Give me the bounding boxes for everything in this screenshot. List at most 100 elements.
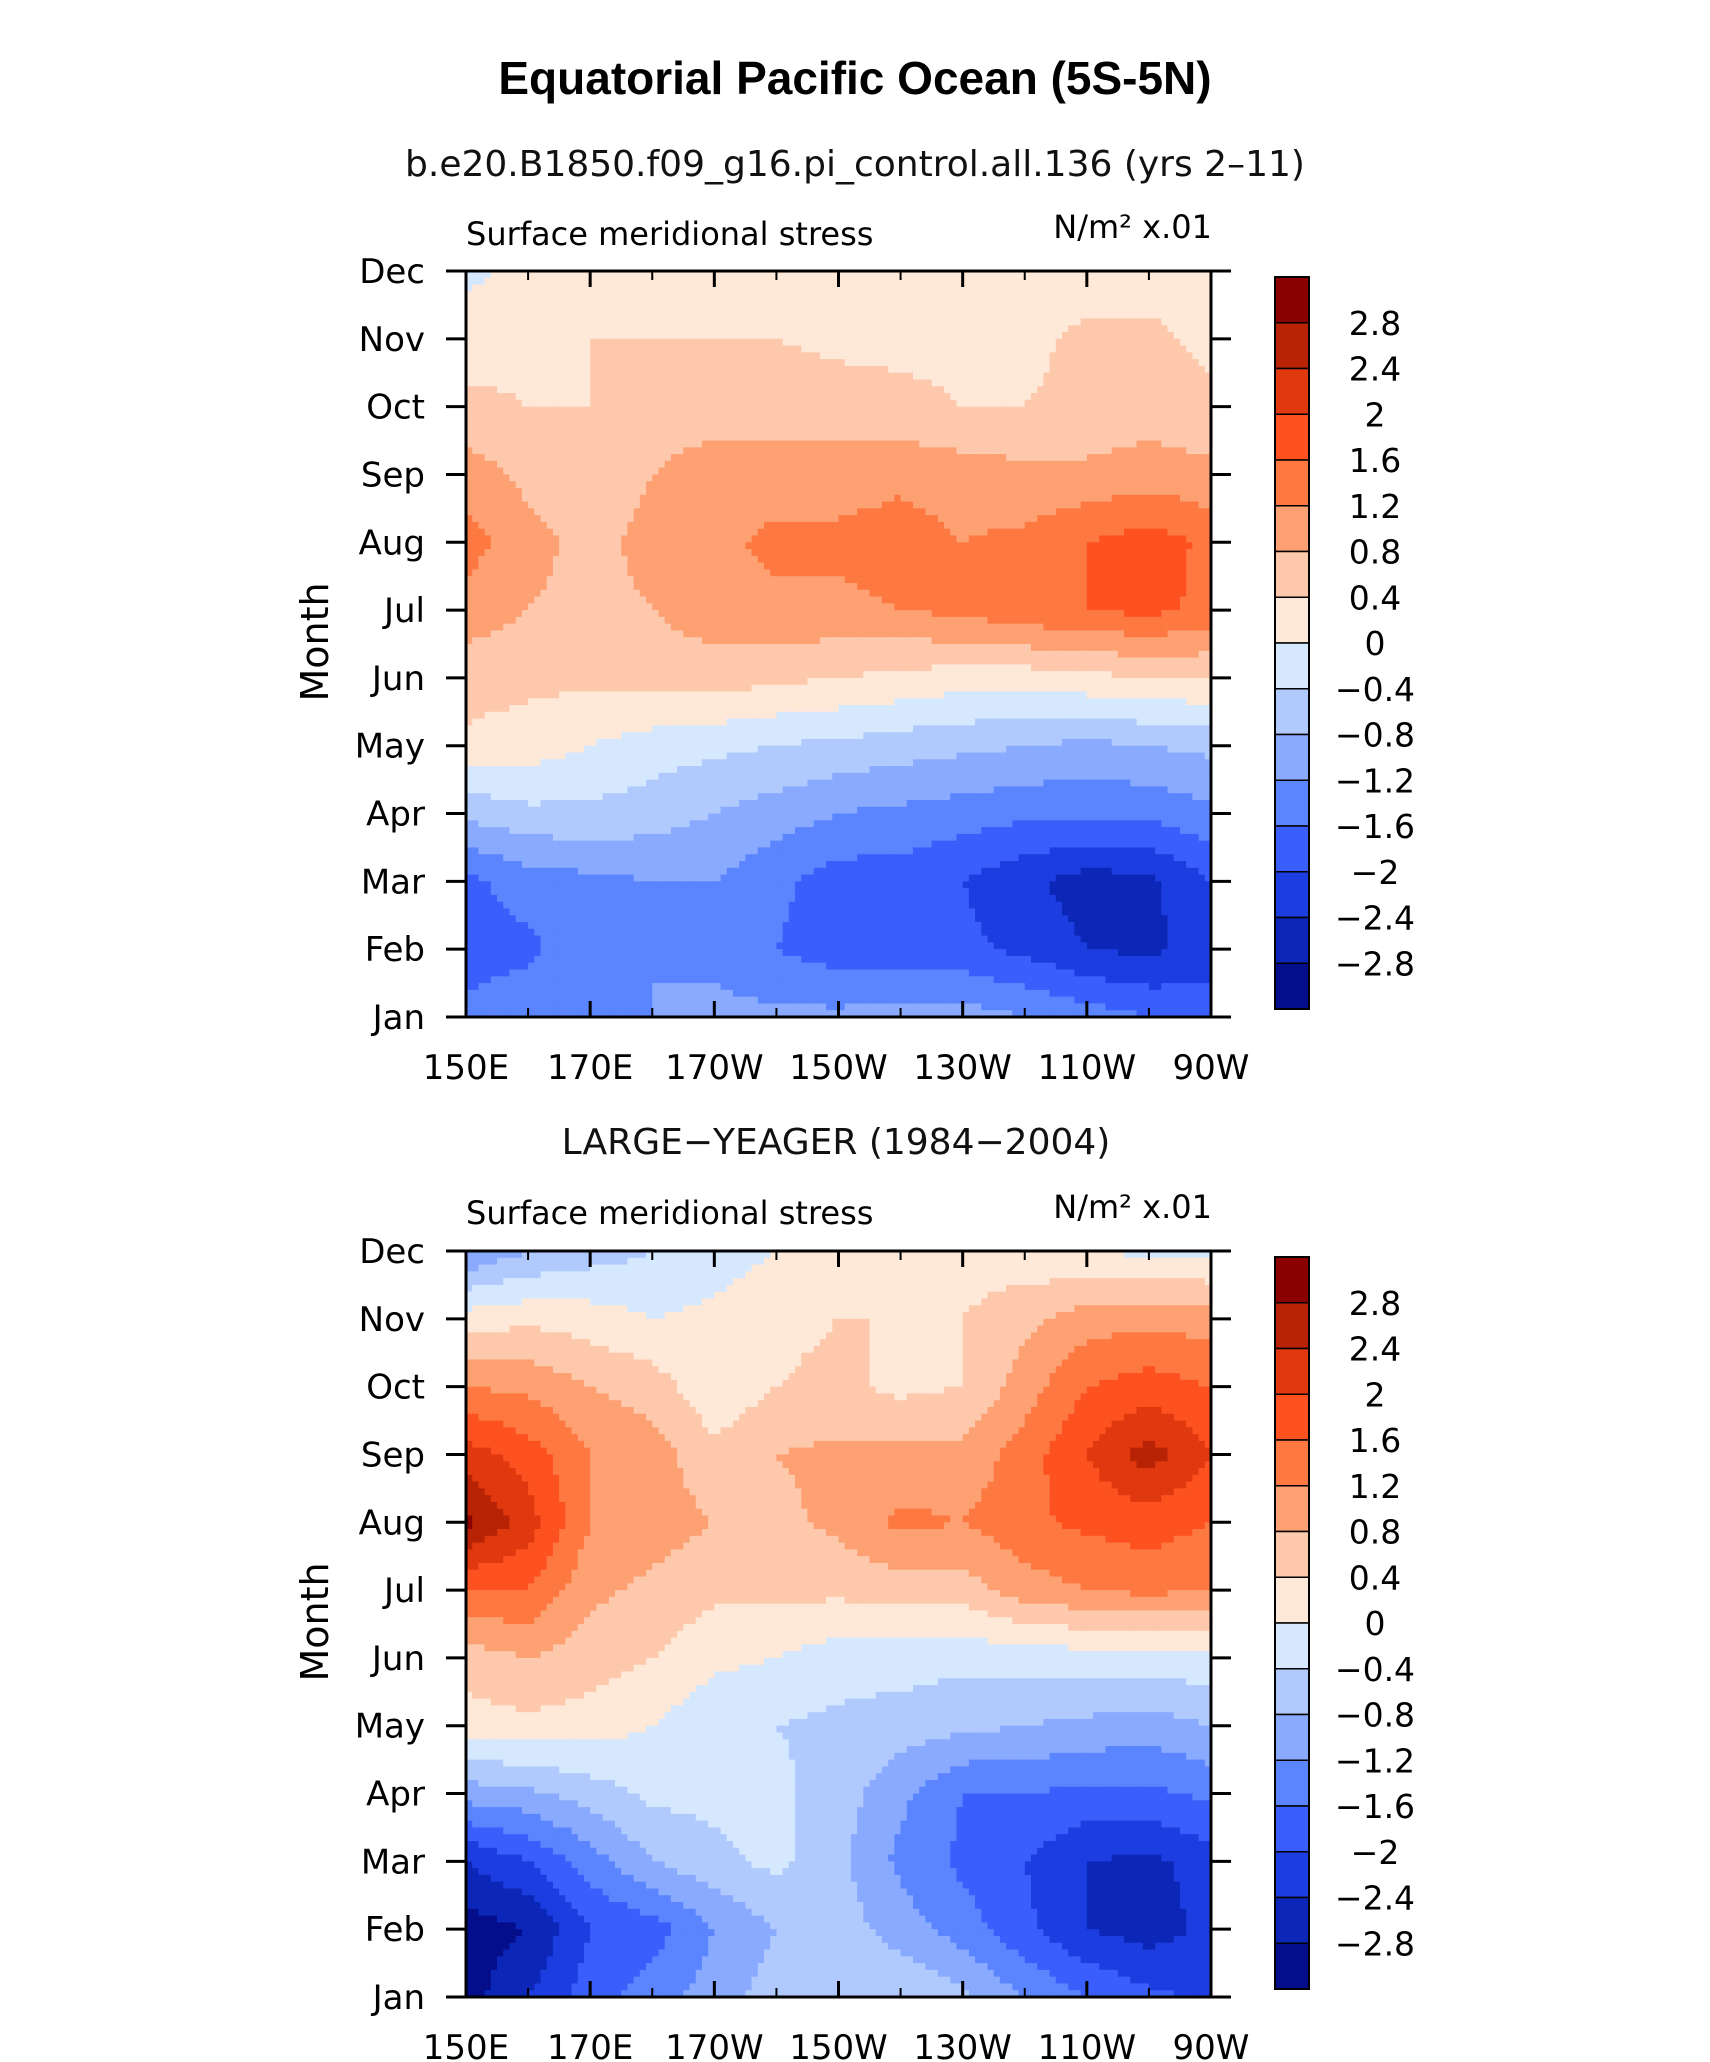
- heatmap-cell: [695, 521, 703, 530]
- heatmap-cell: [658, 359, 666, 367]
- heatmap-cell: [571, 406, 579, 415]
- heatmap-cell: [900, 535, 908, 543]
- heatmap-cell: [956, 311, 964, 320]
- heatmap-cell: [1030, 474, 1038, 482]
- heatmap-cell: [497, 304, 504, 313]
- heatmap-cell: [850, 271, 858, 279]
- heatmap-cell: [944, 467, 951, 476]
- heatmap-cell: [1136, 304, 1144, 313]
- heatmap-cell: [602, 494, 610, 503]
- heatmap-cell: [1062, 393, 1069, 401]
- heatmap-cell: [950, 277, 958, 286]
- heatmap-cell: [689, 508, 697, 516]
- heatmap-cell: [788, 494, 796, 503]
- heatmap-cell: [1105, 372, 1113, 381]
- heatmap-cell: [1204, 501, 1211, 509]
- heatmap-cell: [863, 549, 871, 557]
- heatmap-cell: [565, 535, 573, 543]
- heatmap-cell: [999, 352, 1007, 360]
- heatmap-cell: [583, 426, 591, 435]
- heatmap-cell: [981, 311, 989, 320]
- heatmap-cell: [670, 352, 678, 360]
- heatmap-cell: [987, 542, 995, 550]
- heatmap-cell: [819, 365, 827, 374]
- heatmap-cell: [993, 454, 1001, 462]
- heatmap-cell: [528, 535, 535, 543]
- heatmap-cell: [869, 413, 877, 421]
- heatmap-cell: [751, 271, 759, 279]
- heatmap-cell: [819, 304, 827, 313]
- heatmap-cell: [1124, 467, 1131, 476]
- heatmap-cell: [782, 352, 790, 360]
- heatmap-cell: [894, 318, 902, 326]
- heatmap-cell: [1198, 386, 1206, 394]
- heatmap-cell: [925, 271, 933, 279]
- heatmap-cell: [683, 332, 691, 340]
- heatmap-cell: [956, 304, 964, 313]
- heatmap-cell: [1204, 433, 1211, 442]
- heatmap-cell: [1018, 345, 1026, 353]
- heatmap-cell: [857, 298, 864, 306]
- heatmap-cell: [646, 386, 653, 394]
- heatmap-cell: [615, 488, 622, 496]
- heatmap-cell: [540, 467, 548, 476]
- heatmap-cell: [782, 494, 790, 503]
- heatmap-cell: [590, 311, 597, 320]
- heatmap-cell: [832, 359, 840, 367]
- heatmap-cell: [577, 426, 585, 435]
- heatmap-cell: [621, 481, 629, 489]
- heatmap-cell: [559, 447, 566, 455]
- heatmap-cell: [689, 535, 697, 543]
- heatmap-cell: [490, 549, 498, 557]
- heatmap-cell: [646, 359, 653, 367]
- heatmap-cell: [590, 460, 597, 469]
- heatmap-cell: [819, 440, 827, 448]
- heatmap-cell: [608, 440, 616, 448]
- heatmap-cell: [571, 271, 579, 279]
- heatmap-cell: [838, 332, 846, 340]
- heatmap-cell: [1179, 379, 1187, 387]
- heatmap-cell: [1111, 426, 1119, 435]
- heatmap-cell: [571, 365, 579, 374]
- heatmap-cell: [993, 440, 1001, 448]
- heatmap-cell: [919, 271, 927, 279]
- heatmap-cell: [956, 494, 964, 503]
- heatmap-cell: [956, 467, 964, 476]
- heatmap-cell: [906, 474, 914, 482]
- heatmap-cell: [1049, 426, 1057, 435]
- heatmap-cell: [1167, 325, 1175, 333]
- heatmap-cell: [937, 399, 945, 408]
- heatmap-cell: [788, 338, 796, 347]
- heatmap-cell: [987, 298, 995, 306]
- heatmap-cell: [497, 494, 504, 503]
- heatmap-cell: [670, 481, 678, 489]
- heatmap-cell: [1006, 311, 1013, 320]
- heatmap-cell: [807, 481, 815, 489]
- heatmap-cell: [1192, 426, 1200, 435]
- heatmap-cell: [999, 386, 1007, 394]
- heatmap-cell: [621, 494, 629, 503]
- heatmap-cell: [1068, 332, 1076, 340]
- heatmap-cell: [875, 386, 883, 394]
- heatmap-cell: [701, 271, 709, 279]
- heatmap-cell: [975, 318, 982, 326]
- heatmap-cell: [888, 311, 895, 320]
- heatmap-cell: [683, 481, 691, 489]
- heatmap-cell: [1179, 359, 1187, 367]
- heatmap-cell: [683, 433, 691, 442]
- heatmap-cell: [1055, 379, 1063, 387]
- heatmap-cell: [720, 325, 728, 333]
- heatmap-cell: [714, 460, 722, 469]
- heatmap-cell: [807, 332, 815, 340]
- heatmap-cell: [950, 284, 958, 292]
- heatmap-cell: [925, 474, 933, 482]
- heatmap-cell: [521, 515, 529, 523]
- heatmap-cell: [478, 406, 486, 415]
- heatmap-cell: [875, 535, 883, 543]
- heatmap-cell: [1043, 426, 1051, 435]
- heatmap-cell: [813, 433, 821, 442]
- heatmap-cell: [987, 304, 995, 313]
- heatmap-cell: [1037, 447, 1044, 455]
- heatmap-cell: [968, 284, 976, 292]
- heatmap-cell: [583, 413, 591, 421]
